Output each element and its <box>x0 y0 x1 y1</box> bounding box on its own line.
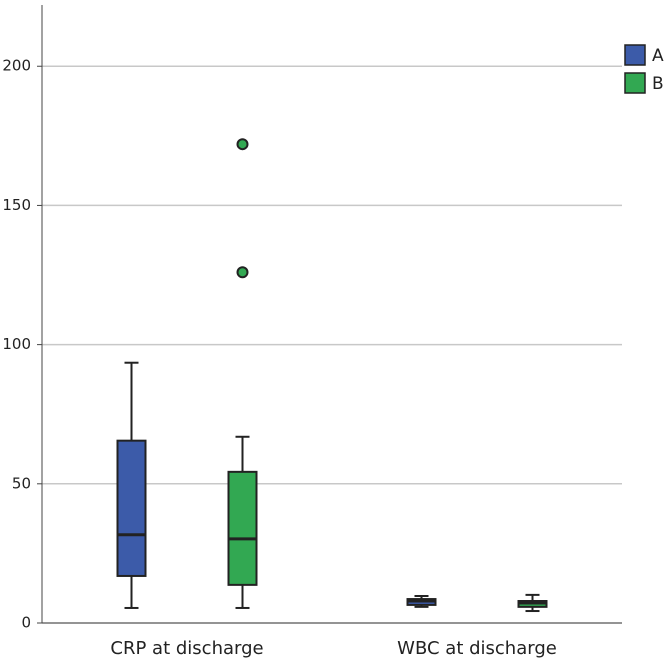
legend-label: A <box>652 46 664 66</box>
y-tick-label: 50 <box>12 474 31 492</box>
x-tick-label: CRP at discharge <box>110 638 263 659</box>
y-tick-label: 100 <box>2 335 31 353</box>
outlier <box>236 266 249 279</box>
legend-swatch <box>624 44 646 66</box>
y-tick-label: 200 <box>2 57 31 75</box>
outlier <box>236 138 249 151</box>
legend-swatch <box>624 72 646 94</box>
legend-label: B <box>652 74 664 94</box>
box <box>116 439 147 577</box>
x-tick-label: WBC at discharge <box>397 638 557 659</box>
y-tick-label: 0 <box>21 614 31 632</box>
y-tick-label: 150 <box>2 196 31 214</box>
box <box>227 470 258 586</box>
